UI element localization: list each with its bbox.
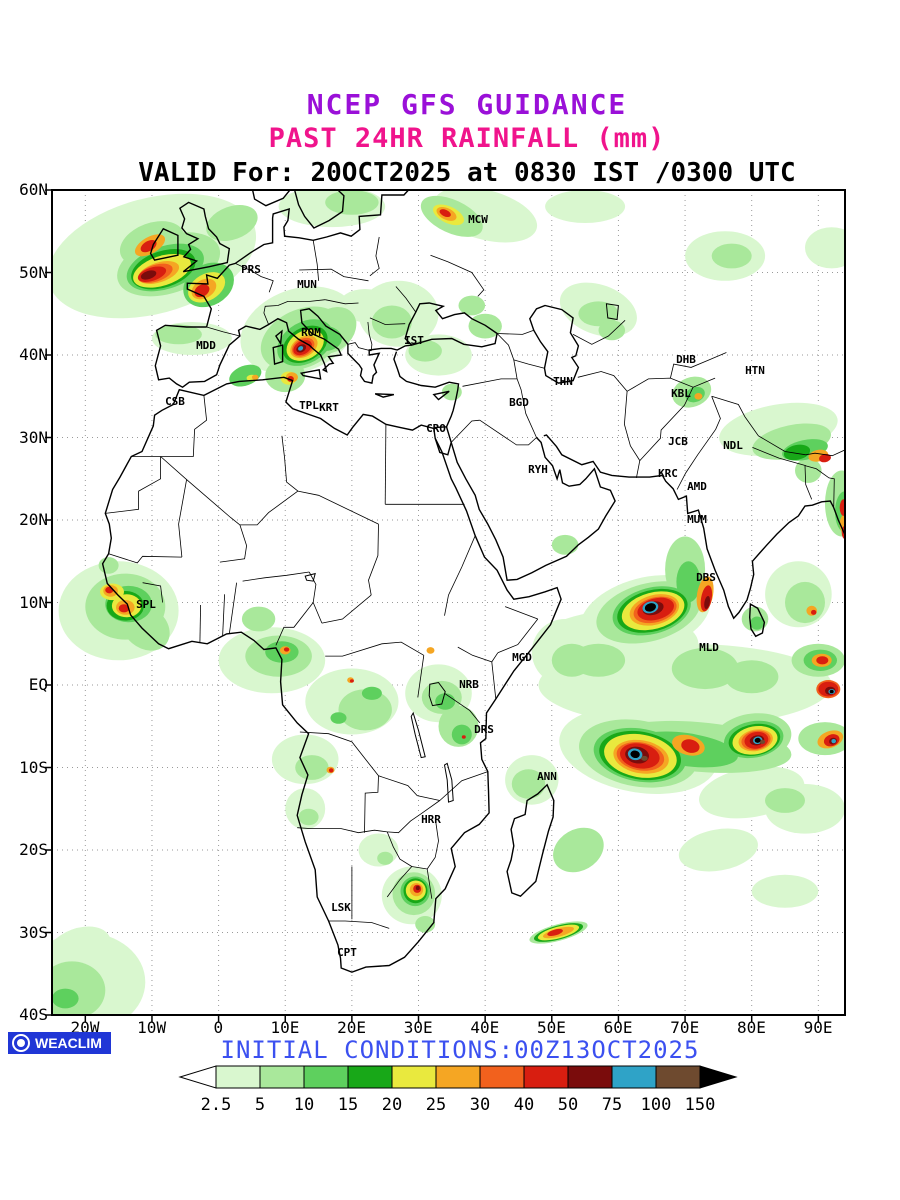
weaclim-brand-text: WEACLIM (35, 1035, 102, 1051)
city-label-drs: DRS (474, 723, 494, 736)
legend-cell (391, 1065, 437, 1089)
lat-axis-label: 30N (19, 427, 48, 447)
city-label-ndl: NDL (723, 439, 743, 452)
legend-cell (567, 1065, 613, 1089)
city-label-dbs: DBS (696, 571, 716, 584)
city-label-mcw: MCW (468, 213, 488, 226)
city-label-dhb: DHB (676, 353, 696, 366)
city-label-cro: CRO (426, 422, 446, 435)
city-label-rom: ROM (301, 326, 321, 339)
legend-cell (347, 1065, 393, 1089)
lon-axis-label: 70E (670, 1018, 700, 1037)
city-label-ist: IST (404, 334, 424, 347)
page-title: NCEP GFS GUIDANCE (306, 88, 628, 121)
lat-axis-label: 20N (19, 510, 48, 529)
city-label-bgd: BGD (509, 396, 529, 409)
valid-time-line: VALID For: 20OCT2025 at 0830 IST /0300 U… (138, 158, 796, 188)
city-label-ann: ANN (537, 770, 557, 783)
lat-axis-label: 50N (19, 262, 48, 282)
city-label-thn: THN (553, 375, 573, 388)
legend-label: 2.5 (201, 1095, 232, 1115)
city-label-mdd: MDD (196, 339, 216, 352)
lon-axis-label: 20E (337, 1018, 366, 1037)
lat-axis-label: 60N (19, 180, 48, 199)
lon-axis-label: 30E (403, 1018, 433, 1037)
legend-arrow-low (178, 1065, 217, 1089)
legend-label: 50 (558, 1095, 578, 1115)
lat-axis-label: 30S (19, 922, 48, 942)
legend-canvas: 2.5 5 10 15 20 25 30 40 50 75 100 150 (178, 1065, 738, 1115)
city-label-hrr: HRR (421, 813, 441, 826)
city-label-mld: MLD (699, 641, 719, 654)
lon-axis-label: 50E (537, 1018, 566, 1037)
lat-axis-label: 20S (19, 840, 48, 859)
lon-axis-label: 0 (213, 1018, 224, 1037)
legend-label: 20 (382, 1095, 402, 1115)
page-subtitle: PAST 24HR RAINFALL (mm) (268, 123, 666, 154)
axis-ticks (45, 189, 820, 1022)
legend-label: 100 (641, 1095, 672, 1115)
lon-axis-label: 10W (137, 1018, 167, 1037)
legend-label: 75 (602, 1095, 622, 1115)
legend-label: 30 (470, 1095, 490, 1115)
legend-label: 40 (514, 1095, 534, 1115)
legend-label: 150 (685, 1095, 716, 1115)
lat-axis-label: 10S (19, 757, 48, 777)
city-label-htn: HTN (745, 364, 765, 377)
legend-arrow-high (699, 1065, 738, 1089)
weaclim-badge: WEACLIM (8, 1032, 111, 1054)
city-label-amd: AMD (687, 480, 707, 493)
city-label-tpl: TPL (299, 399, 319, 412)
legend-label: 5 (255, 1095, 265, 1115)
lat-axis-label: 40N (19, 345, 48, 364)
legend-label: 25 (426, 1095, 446, 1115)
initial-conditions-text: INITIAL CONDITIONS:00Z13OCT2025 (220, 1036, 700, 1064)
city-label-lsk: LSK (331, 901, 351, 914)
lon-axis-label: 80E (736, 1018, 766, 1037)
legend-cell (215, 1065, 261, 1089)
weaclim-logo-icon (12, 1034, 30, 1052)
coastlines-and-borders (101, 190, 845, 973)
rainfall-map: MCW PRS MUN MDD ROM IST DHB HTN THN KBL BGD CSB TPL K… (45, 189, 846, 1022)
city-label-spl: SPL (136, 598, 156, 611)
rainfall-shading (52, 190, 845, 1015)
legend-cell (611, 1065, 657, 1089)
lat-axis-label: EQ (28, 675, 48, 694)
city-label-csb: CSB (165, 395, 185, 408)
city-label-mgd: MGD (512, 651, 532, 664)
lat-axis-label: 40S (19, 1005, 48, 1024)
lat-axis-label: 10N (19, 592, 48, 612)
rainfall-legend: 2.5 5 10 15 20 25 30 40 50 75 100 150 (178, 1062, 738, 1120)
legend-cell (303, 1065, 349, 1089)
city-label-prs: PRS (241, 263, 261, 276)
city-label-jcb: JCB (668, 435, 688, 448)
city-label-kbl: KBL (671, 387, 691, 400)
city-label-nrb: NRB (459, 678, 479, 691)
city-label-mun: MUN (297, 278, 317, 291)
city-label-krt: KRT (319, 401, 339, 414)
city-label-ryh: RYH (528, 463, 548, 476)
legend-cell (655, 1065, 701, 1089)
lon-axis-label: 40E (470, 1018, 500, 1037)
lon-axis-label: 10E (270, 1018, 300, 1037)
legend-cell (523, 1065, 569, 1089)
legend-label: 15 (338, 1095, 358, 1115)
legend-label: 10 (294, 1095, 314, 1115)
legend-cell (435, 1065, 481, 1089)
legend-cell (259, 1065, 305, 1089)
city-label-krc: KRC (658, 467, 678, 480)
lon-axis-label: 90E (803, 1018, 833, 1037)
city-label-mum: MUM (687, 513, 707, 526)
city-label-cpt: CPT (337, 946, 357, 959)
lon-axis-label: 60E (603, 1018, 633, 1037)
legend-cell (479, 1065, 525, 1089)
